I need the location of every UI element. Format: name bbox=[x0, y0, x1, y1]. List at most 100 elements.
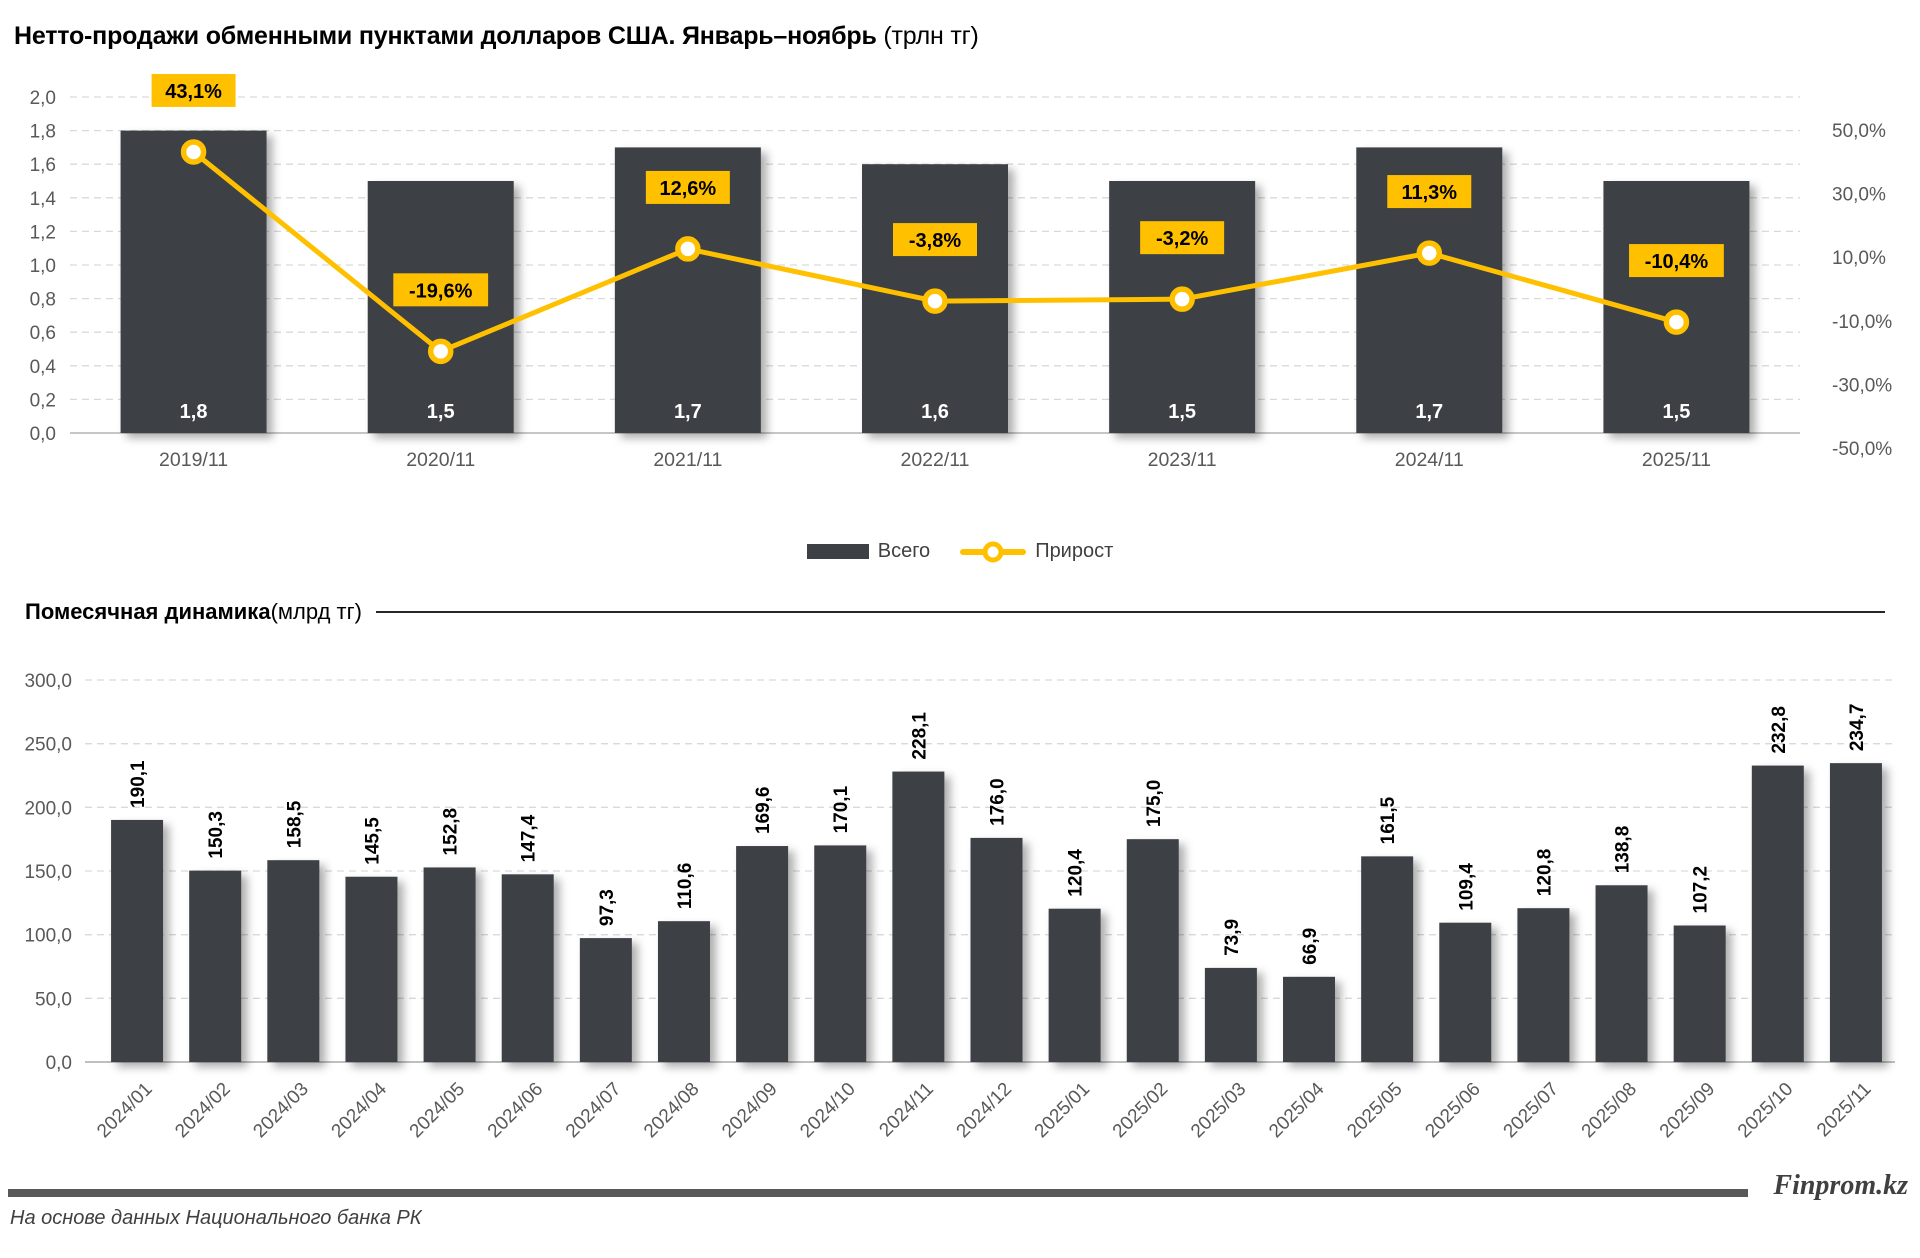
bar-value-label: 175,0 bbox=[1144, 780, 1165, 828]
growth-marker-icon bbox=[675, 236, 701, 262]
bar-value-label: 109,4 bbox=[1456, 863, 1477, 911]
y-axis-tick-label: 0,0 bbox=[46, 1053, 72, 1074]
category-label: 2025/09 bbox=[1656, 1079, 1719, 1142]
growth-marker-icon bbox=[1663, 309, 1690, 335]
bar-value-label: 107,2 bbox=[1691, 866, 1712, 914]
growth-label-box bbox=[1140, 221, 1225, 255]
category-label: 2024/07 bbox=[562, 1079, 625, 1142]
monthly-bar bbox=[501, 874, 554, 1062]
category-label: 2020/11 bbox=[406, 449, 475, 471]
monthly-bar bbox=[892, 771, 945, 1062]
bar-value-label: 1,7 bbox=[674, 401, 702, 423]
bar-swatch-icon bbox=[806, 544, 869, 559]
monthly-bar bbox=[111, 819, 164, 1062]
left-axis-tick-label: 1,2 bbox=[30, 222, 56, 243]
category-label: 2024/08 bbox=[640, 1079, 703, 1142]
growth-label: -3,8% bbox=[909, 230, 961, 252]
bar-value-label: 147,4 bbox=[519, 814, 540, 862]
growth-label-box bbox=[151, 73, 236, 107]
right-axis-tick-label: 50,0% bbox=[1832, 121, 1886, 142]
bar-value-label: 176,0 bbox=[988, 778, 1009, 826]
category-label: 2024/01 bbox=[93, 1079, 156, 1142]
bar-value-label: 145,5 bbox=[362, 817, 383, 865]
category-label: 2024/06 bbox=[484, 1079, 547, 1142]
bar-value-label: 120,8 bbox=[1534, 849, 1555, 897]
bar-value-label: 120,4 bbox=[1066, 849, 1087, 897]
growth-marker-icon bbox=[427, 338, 454, 365]
category-label: 2023/11 bbox=[1148, 449, 1217, 471]
bar-value-label: 110,6 bbox=[675, 863, 696, 910]
growth-label-box bbox=[1629, 244, 1724, 278]
left-axis-tick-label: 0,4 bbox=[30, 357, 57, 378]
right-axis-tick-label: 10,0% bbox=[1832, 248, 1886, 269]
left-axis-tick-label: 0,8 bbox=[30, 290, 56, 311]
y-axis-tick-label: 150,0 bbox=[24, 862, 72, 883]
growth-label: -19,6% bbox=[409, 280, 473, 302]
marker-ring-icon bbox=[982, 541, 1004, 562]
category-label: 2025/04 bbox=[1265, 1078, 1329, 1142]
page-title: Нетто-продажи обменными пунктами долларо… bbox=[14, 22, 979, 51]
left-axis-tick-label: 1,0 bbox=[30, 256, 56, 277]
bar-value-label: 169,6 bbox=[753, 786, 774, 834]
monthly-bar bbox=[1595, 885, 1648, 1062]
category-label: 2021/11 bbox=[653, 449, 722, 471]
bar-value-label: 232,8 bbox=[1769, 706, 1790, 754]
growth-marker-icon bbox=[1416, 240, 1443, 266]
monthly-dynamics-chart: 0,0 50,0 100,0 150,0 200,0 250,0 300,0 190,1 202… bbox=[24, 671, 1895, 1142]
growth-label-box bbox=[393, 273, 489, 307]
right-axis-tick-label: 30,0% bbox=[1832, 185, 1886, 206]
footer-rule bbox=[8, 1189, 1748, 1197]
legend-item-growth: Прирост bbox=[960, 540, 1113, 563]
bar-value-label: 228,1 bbox=[909, 712, 930, 760]
left-axis-tick-label: 0,0 bbox=[30, 424, 56, 445]
legend: Всего Прирост bbox=[0, 540, 1920, 563]
monthly-bar bbox=[1751, 765, 1804, 1062]
bar-value-label: 190,1 bbox=[128, 760, 149, 808]
bar-value-label: 1,6 bbox=[921, 401, 949, 423]
brand-logo: Finprom.kz bbox=[1773, 1170, 1908, 1201]
section-header-rule bbox=[375, 611, 1885, 613]
category-label: 2024/09 bbox=[718, 1079, 781, 1142]
monthly-bar bbox=[189, 870, 242, 1062]
right-axis-tick-label: -10,0% bbox=[1832, 312, 1892, 333]
monthly-bar bbox=[970, 837, 1023, 1062]
growth-label: 12,6% bbox=[659, 178, 716, 200]
bar-value-label: 1,5 bbox=[1168, 401, 1196, 423]
monthly-bar bbox=[1204, 967, 1257, 1062]
monthly-bar bbox=[1283, 976, 1336, 1062]
monthly-bar bbox=[1361, 856, 1414, 1062]
bar-value-label: 1,5 bbox=[427, 401, 455, 423]
category-label: 2024/10 bbox=[796, 1079, 859, 1142]
y-axis-tick-label: 100,0 bbox=[24, 926, 72, 947]
legend-label-growth: Прирост bbox=[1035, 540, 1114, 562]
category-label: 2024/12 bbox=[953, 1079, 1016, 1142]
bar-value-label: 234,7 bbox=[1847, 704, 1868, 752]
annual-net-sales-chart: 0,0 0,2 0,4 0,6 0,8 1,0 1,2 1,4 1,6 1,8 2,0 50,0% 30… bbox=[30, 73, 1892, 471]
left-axis-tick-label: 0,6 bbox=[30, 323, 56, 344]
category-label: 2025/10 bbox=[1734, 1079, 1797, 1142]
legend-item-total: Всего bbox=[806, 540, 930, 563]
category-label: 2025/01 bbox=[1031, 1079, 1094, 1142]
monthly-bar bbox=[814, 845, 867, 1062]
right-axis-tick-label: -50,0% bbox=[1832, 439, 1892, 460]
left-axis-tick-label: 0,2 bbox=[30, 390, 56, 411]
growth-label-box bbox=[1387, 175, 1472, 209]
bar-value-label: 1,5 bbox=[1663, 401, 1691, 423]
monthly-bar bbox=[657, 921, 710, 1062]
category-label: 2025/05 bbox=[1343, 1079, 1406, 1142]
left-axis-tick-label: 2,0 bbox=[30, 88, 56, 109]
left-axis-tick-label: 1,4 bbox=[30, 189, 57, 210]
monthly-bar bbox=[579, 938, 632, 1062]
category-label: 2024/11 bbox=[1395, 449, 1464, 471]
growth-marker-icon bbox=[180, 139, 207, 165]
y-axis-tick-label: 200,0 bbox=[24, 798, 72, 819]
category-label: 2025/07 bbox=[1500, 1079, 1563, 1142]
monthly-bar bbox=[1829, 763, 1882, 1062]
monthly-bar bbox=[267, 860, 320, 1062]
right-axis-tick-label: -30,0% bbox=[1832, 375, 1892, 396]
monthly-bar bbox=[1126, 839, 1179, 1062]
growth-label: -10,4% bbox=[1645, 251, 1709, 273]
bar-value-label: 170,1 bbox=[831, 785, 852, 833]
growth-label-box bbox=[645, 170, 730, 204]
growth-marker-icon bbox=[1169, 286, 1195, 312]
